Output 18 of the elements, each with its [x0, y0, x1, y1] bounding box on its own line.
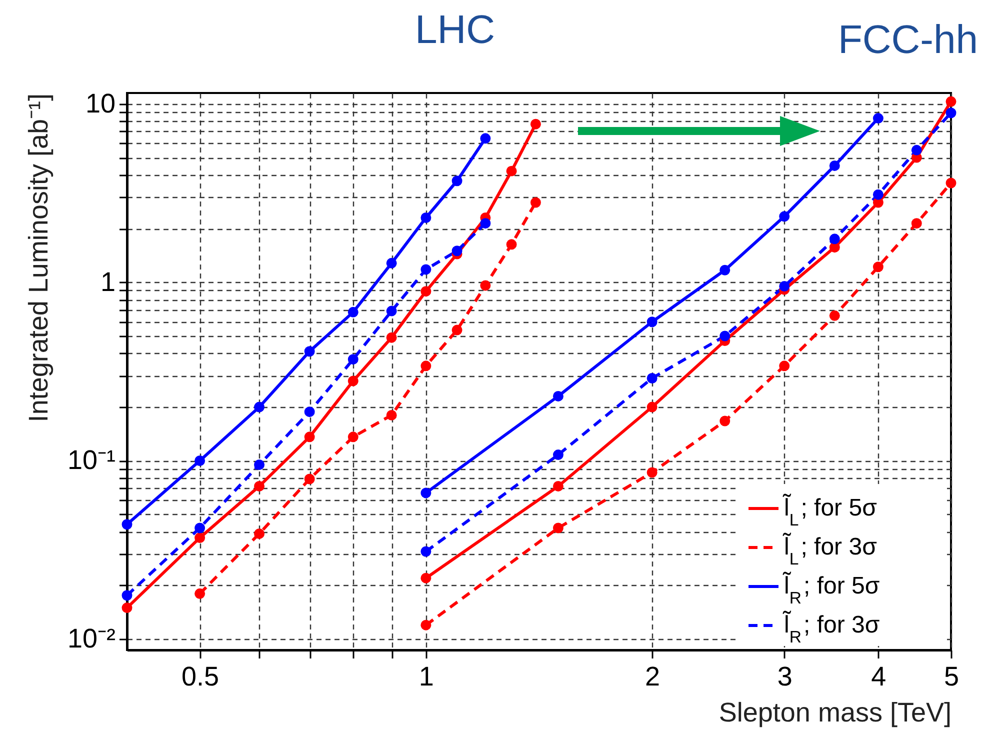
x-tick-label: 1 — [418, 662, 434, 692]
x-axis-title: Slepton mass [TeV] — [718, 698, 952, 728]
x-tick-label: 0.5 — [182, 662, 220, 692]
y-tick-label: 10⁻¹ — [67, 445, 116, 476]
x-tick-label: 4 — [871, 662, 886, 692]
y-tick-label: 1 — [100, 266, 116, 297]
x-tick-label: 5 — [944, 662, 960, 692]
legend-label: l̃$_{R}$; for 3σ — [782, 610, 880, 646]
legend-label: l̃$_{L}$; for 5σ — [782, 493, 878, 529]
y-axis-title: Integrated Luminosity [ab⁻¹] — [23, 94, 54, 422]
legend-label: l̃$_{R}$; for 5σ — [782, 571, 880, 607]
text: FCC-hh — [838, 18, 978, 63]
y-tick-label: 10⁻² — [67, 624, 116, 654]
x-tick-label: 3 — [777, 662, 792, 692]
x-tick-label: 2 — [645, 662, 660, 692]
legend-label: l̃$_{L}$; for 3σ — [782, 532, 878, 568]
y-tick-label: 10 — [85, 88, 116, 118]
text: LHC — [415, 8, 496, 53]
